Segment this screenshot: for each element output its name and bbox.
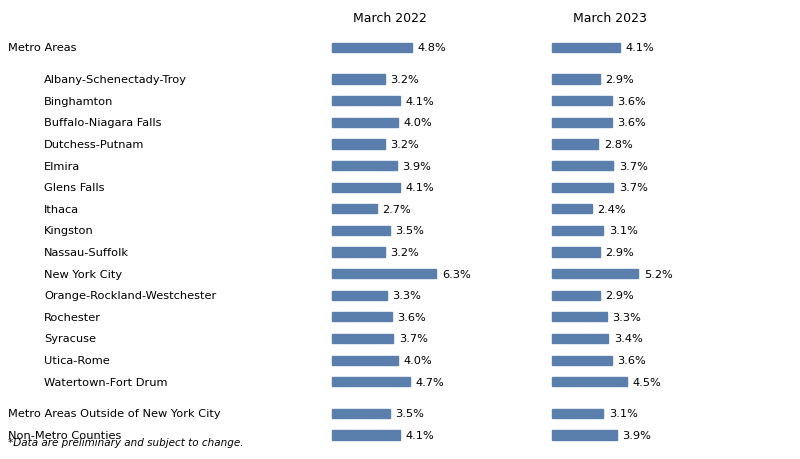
Text: Orange-Rockland-Westchester: Orange-Rockland-Westchester <box>44 291 216 301</box>
Text: 3.6%: 3.6% <box>618 118 646 128</box>
Text: 3.9%: 3.9% <box>402 161 431 171</box>
Bar <box>552 334 608 343</box>
Text: 2.9%: 2.9% <box>606 247 634 257</box>
Text: Non-Metro Counties: Non-Metro Counties <box>8 430 122 440</box>
Bar <box>332 409 390 418</box>
Text: Syracuse: Syracuse <box>44 334 96 344</box>
Text: 3.6%: 3.6% <box>618 96 646 106</box>
Text: 4.0%: 4.0% <box>404 118 433 128</box>
Text: 3.5%: 3.5% <box>396 409 425 419</box>
Bar <box>332 356 398 365</box>
Text: 3.2%: 3.2% <box>390 75 419 85</box>
Text: 3.2%: 3.2% <box>390 247 419 257</box>
Text: 2.8%: 2.8% <box>604 140 633 150</box>
Text: 2.9%: 2.9% <box>606 75 634 85</box>
Bar <box>552 44 620 53</box>
Bar <box>552 226 603 235</box>
Text: 3.9%: 3.9% <box>622 430 651 440</box>
Text: 4.1%: 4.1% <box>626 43 654 53</box>
Text: 4.8%: 4.8% <box>417 43 446 53</box>
Bar <box>332 269 437 279</box>
Text: 3.6%: 3.6% <box>618 355 646 365</box>
Bar <box>552 118 612 128</box>
Bar <box>552 313 606 322</box>
Text: Glens Falls: Glens Falls <box>44 183 105 193</box>
Text: Nassau-Suffolk: Nassau-Suffolk <box>44 247 129 257</box>
Text: 4.7%: 4.7% <box>415 377 444 387</box>
Bar <box>332 183 400 192</box>
Bar <box>332 162 397 171</box>
Text: 2.7%: 2.7% <box>382 204 411 214</box>
Bar <box>552 183 614 192</box>
Text: 3.3%: 3.3% <box>392 291 421 301</box>
Bar <box>332 226 390 235</box>
Text: 6.3%: 6.3% <box>442 269 470 279</box>
Text: New York City: New York City <box>44 269 122 279</box>
Bar <box>332 431 400 440</box>
Text: 5.2%: 5.2% <box>644 269 673 279</box>
Bar <box>552 269 638 279</box>
Bar <box>552 377 626 386</box>
Text: Ithaca: Ithaca <box>44 204 79 214</box>
Bar <box>332 291 386 300</box>
Bar <box>332 248 385 257</box>
Text: March 2022: March 2022 <box>353 11 427 24</box>
Text: 4.1%: 4.1% <box>406 183 434 193</box>
Bar <box>332 97 400 106</box>
Bar <box>332 75 385 84</box>
Text: 3.7%: 3.7% <box>619 183 648 193</box>
Text: Utica-Rome: Utica-Rome <box>44 355 110 365</box>
Bar <box>552 409 603 418</box>
Text: 4.5%: 4.5% <box>632 377 661 387</box>
Bar <box>552 162 614 171</box>
Text: Kingston: Kingston <box>44 226 94 236</box>
Text: Buffalo-Niagara Falls: Buffalo-Niagara Falls <box>44 118 162 128</box>
Text: 3.6%: 3.6% <box>398 312 426 322</box>
Text: 4.1%: 4.1% <box>406 96 434 106</box>
Bar <box>552 140 598 149</box>
Text: Albany-Schenectady-Troy: Albany-Schenectady-Troy <box>44 75 187 85</box>
Bar <box>552 431 617 440</box>
Bar <box>332 334 394 343</box>
Bar <box>552 75 600 84</box>
Text: *Data are preliminary and subject to change.: *Data are preliminary and subject to cha… <box>8 437 243 448</box>
Text: 3.3%: 3.3% <box>612 312 641 322</box>
Text: Rochester: Rochester <box>44 312 101 322</box>
Text: Elmira: Elmira <box>44 161 80 171</box>
Text: 3.7%: 3.7% <box>619 161 648 171</box>
Bar <box>552 248 600 257</box>
Text: March 2023: March 2023 <box>573 11 647 24</box>
Bar <box>552 291 600 300</box>
Bar <box>332 118 398 128</box>
Text: Binghamton: Binghamton <box>44 96 114 106</box>
Bar <box>552 205 592 214</box>
Text: 3.1%: 3.1% <box>609 409 638 419</box>
Text: Metro Areas: Metro Areas <box>8 43 77 53</box>
Bar <box>332 377 410 386</box>
Bar <box>332 44 411 53</box>
Text: 4.1%: 4.1% <box>406 430 434 440</box>
Text: Metro Areas Outside of New York City: Metro Areas Outside of New York City <box>8 409 221 419</box>
Text: 3.7%: 3.7% <box>399 334 428 344</box>
Text: 3.1%: 3.1% <box>609 226 638 236</box>
Text: Dutchess-Putnam: Dutchess-Putnam <box>44 140 144 150</box>
Bar <box>552 97 612 106</box>
Bar <box>332 140 385 149</box>
Bar <box>332 313 392 322</box>
Text: 3.4%: 3.4% <box>614 334 642 344</box>
Text: 2.9%: 2.9% <box>606 291 634 301</box>
Text: Watertown-Fort Drum: Watertown-Fort Drum <box>44 377 167 387</box>
Text: 3.5%: 3.5% <box>396 226 425 236</box>
Bar <box>552 356 612 365</box>
Bar <box>332 205 377 214</box>
Text: 4.0%: 4.0% <box>404 355 433 365</box>
Text: 2.4%: 2.4% <box>598 204 626 214</box>
Text: 3.2%: 3.2% <box>390 140 419 150</box>
